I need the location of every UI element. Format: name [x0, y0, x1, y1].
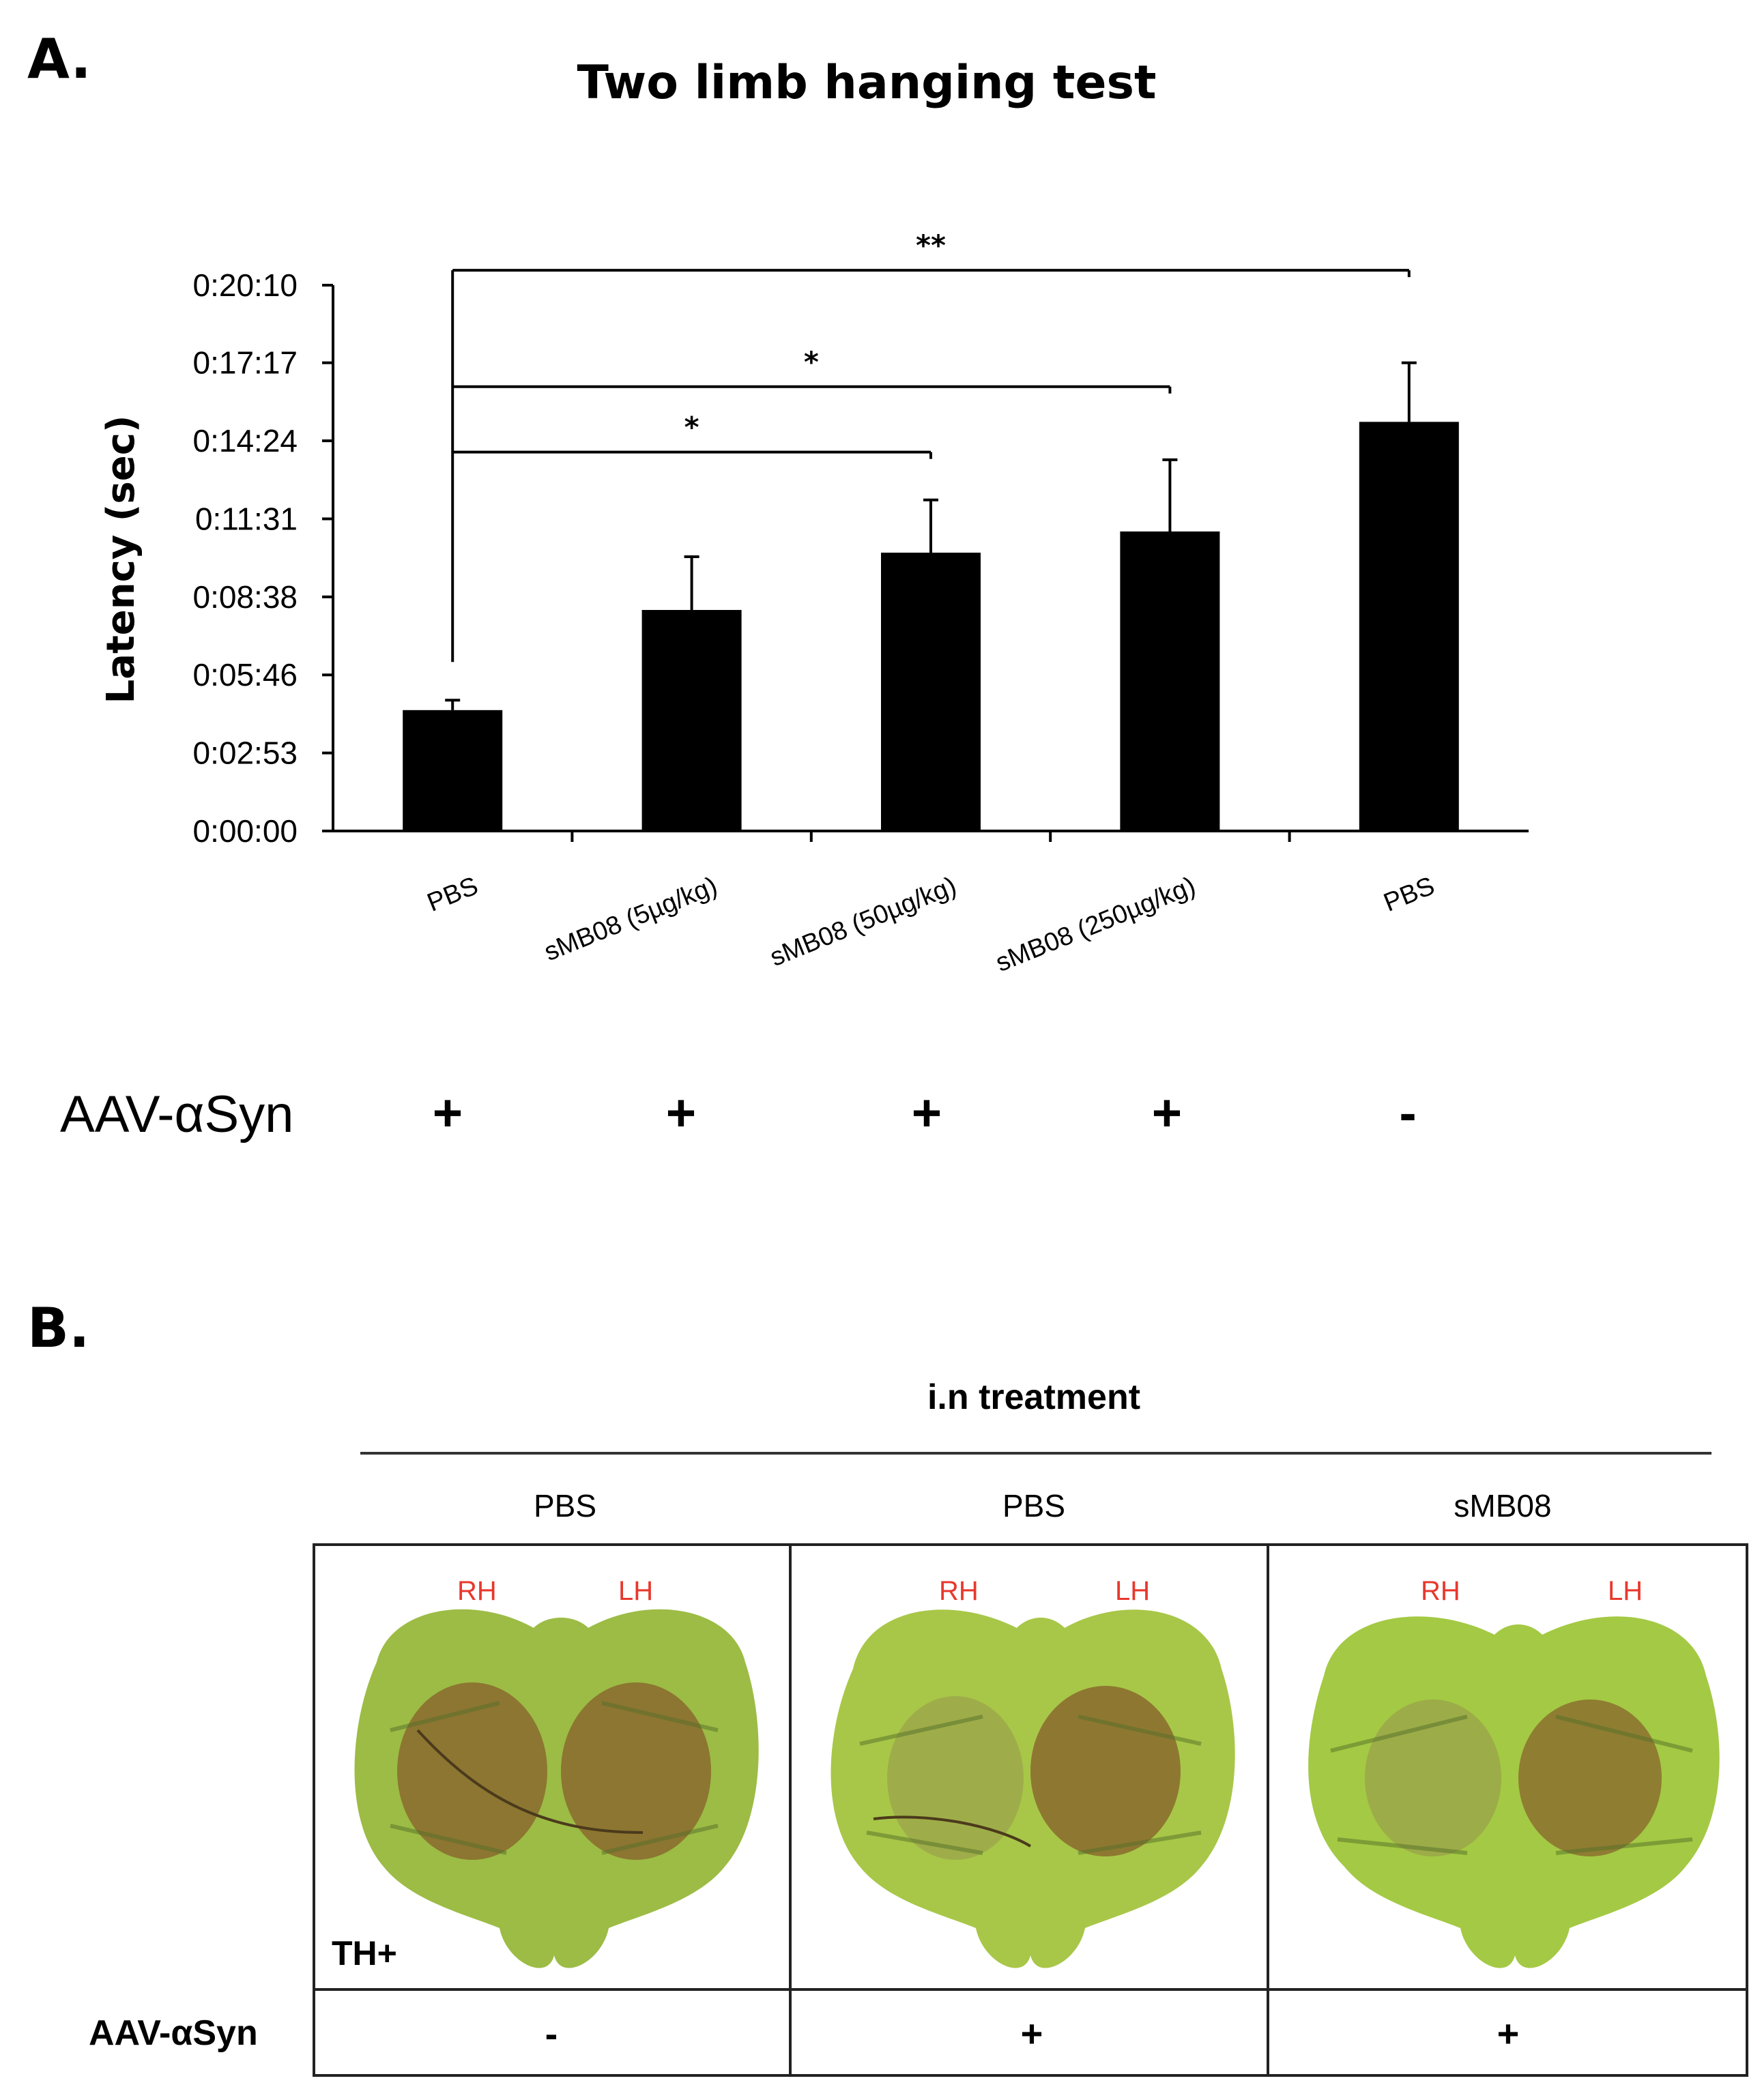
bar	[1120, 531, 1220, 831]
y-tick-label: 0:02:53	[193, 735, 298, 771]
aav-b-sign-3: +	[1497, 2012, 1520, 2055]
aav-label-b: AAV-αSyn	[89, 2013, 258, 2053]
panel-a-label: A.	[27, 27, 91, 91]
aav-b-sign-2: +	[1020, 2012, 1043, 2055]
y-tick-label: 0:00:00	[193, 813, 298, 849]
aav-sign-5: -	[1399, 1084, 1417, 1142]
aav-sign-2: +	[665, 1084, 697, 1142]
treatment-divider	[360, 1452, 1712, 1455]
aav-cell-3	[1267, 1988, 1748, 2077]
y-tick-label: 0:08:38	[193, 579, 298, 615]
bar	[881, 553, 981, 831]
x-tick-label: sMB08 (5µg/kg)	[540, 871, 721, 967]
hemi-rh-2: RH	[939, 1576, 979, 1606]
bar-chart: **** 0:00:000:02:530:05:460:08:380:11:31…	[99, 229, 1529, 978]
col-title-1: PBS	[533, 1488, 597, 1523]
panel-b-label: B.	[27, 1296, 90, 1360]
y-axis-label: Latency (sec)	[99, 415, 143, 704]
bar	[641, 610, 742, 831]
aav-sign-1: +	[432, 1084, 463, 1142]
bar	[1359, 422, 1459, 831]
significance-label: *	[804, 345, 819, 379]
x-tick-label: sMB08 (250µg/kg)	[992, 871, 1199, 978]
x-tick-label: PBS	[423, 871, 482, 917]
y-tick-label: 0:05:46	[193, 657, 298, 692]
brain-section-3	[1308, 1616, 1720, 1968]
y-tick-label: 0:11:31	[195, 501, 298, 536]
significance-label: *	[684, 411, 699, 444]
hemi-rh-3: RH	[1421, 1576, 1460, 1606]
aav-sign-4: +	[1151, 1084, 1183, 1142]
significance-label: **	[916, 229, 946, 262]
hemi-lh-2: LH	[1115, 1576, 1151, 1606]
x-tick-label: PBS	[1380, 871, 1439, 917]
brain-section-2	[831, 1609, 1235, 1968]
th-stain-label: TH+	[332, 1934, 397, 1972]
aav-label-a: AAV-αSyn	[60, 1085, 294, 1143]
y-tick-label: 0:17:17	[193, 345, 298, 381]
hemi-lh-1: LH	[618, 1576, 654, 1606]
col-title-2: PBS	[1002, 1488, 1066, 1523]
aav-b-sign-1: -	[545, 2012, 558, 2055]
col-title-3: sMB08	[1454, 1488, 1552, 1523]
aav-sign-3: +	[911, 1084, 942, 1142]
y-tick-label: 0:14:24	[193, 423, 298, 458]
y-tick-label: 0:20:10	[193, 267, 298, 303]
hemi-lh-3: LH	[1608, 1576, 1643, 1606]
x-tick-label: sMB08 (50µg/kg)	[766, 871, 961, 972]
hemi-rh-1: RH	[457, 1576, 497, 1606]
chart-title: Two limb hanging test	[577, 56, 1157, 110]
brain-section-1	[354, 1609, 759, 1968]
treatment-header: i.n treatment	[927, 1377, 1141, 1417]
bar	[403, 710, 503, 831]
